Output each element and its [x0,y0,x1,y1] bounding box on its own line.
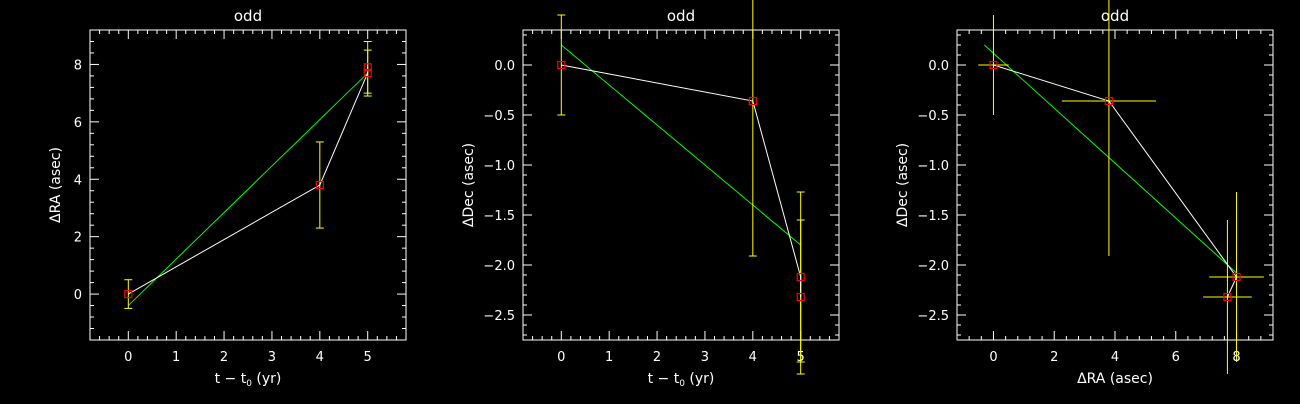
y-axis-label: ΔDec (asec) [461,143,477,227]
connecting-line [993,64,1238,298]
x-tick-label: 3 [268,350,276,365]
y-tick-label: 0 [74,288,82,303]
x-tick-label: 5 [364,350,372,365]
plot-frame [522,29,840,341]
chart-title: odd [1101,7,1129,25]
data-point [989,60,998,70]
y-tick-label: 6 [74,116,82,131]
y-tick-label: −2.0 [917,259,949,274]
chart-title: odd [667,7,695,25]
y-tick-label: −2.5 [483,309,515,324]
data-point [363,63,372,72]
x-tick-label: 4 [749,350,757,365]
x-axis-label: t − t0 (yr) [648,371,715,389]
y-tick-label: 0.0 [494,59,515,74]
data-point [1104,96,1114,106]
y-tick-label: 8 [74,58,82,73]
data-point [315,180,324,190]
y-tick-label: 0.0 [928,59,949,74]
y-axis-label: ΔDec (asec) [895,143,911,227]
connecting-line [128,67,369,295]
y-tick-label: −1.0 [917,159,949,174]
x-tick-label: 2 [653,350,661,365]
data-point [557,60,566,70]
y-tick-label: −2.5 [917,309,949,324]
x-axis-label: t − t0 (yr) [215,371,282,389]
y-tick-label: −0.5 [483,109,515,124]
x-axis-label: ΔRA (asec) [1077,371,1153,387]
data-point [796,272,805,282]
y-tick-label: −1.5 [917,209,949,224]
y-tick-label: −2.0 [483,259,515,274]
y-tick-label: 2 [74,231,82,246]
data-point [1223,292,1232,302]
x-tick-label: 1 [605,350,613,365]
x-tick-label: 0 [124,350,132,365]
y-tick-label: −0.5 [917,109,949,124]
x-tick-label: 2 [220,350,228,365]
x-tick-label: 2 [1050,350,1058,365]
x-tick-label: 0 [989,350,997,365]
y-tick-label: 4 [74,173,82,188]
x-tick-label: 4 [316,350,324,365]
data-point [748,96,757,106]
chart-title: odd [234,7,262,25]
data-point [124,289,133,299]
data-point [796,292,805,302]
y-tick-label: −1.0 [483,159,515,174]
y-axis-label: ΔRA (asec) [48,147,64,223]
x-tick-label: 0 [557,350,565,365]
fit-line [127,72,369,306]
x-tick-label: 6 [1172,350,1180,365]
data-point [363,68,372,78]
x-tick-label: 4 [1111,350,1119,365]
fit-line [984,44,1237,274]
x-tick-label: 3 [701,350,709,365]
x-tick-label: 1 [172,350,180,365]
panel-1: odd 0 1 2 3 4 5 0 2 4 6 8 t − t0 (yr) ΔRA (asec) [48,7,407,389]
connecting-line [561,64,802,297]
fit-line [560,44,802,246]
data-point [1232,272,1241,282]
y-tick-label: −1.5 [483,209,515,224]
plot-frame [89,29,407,341]
